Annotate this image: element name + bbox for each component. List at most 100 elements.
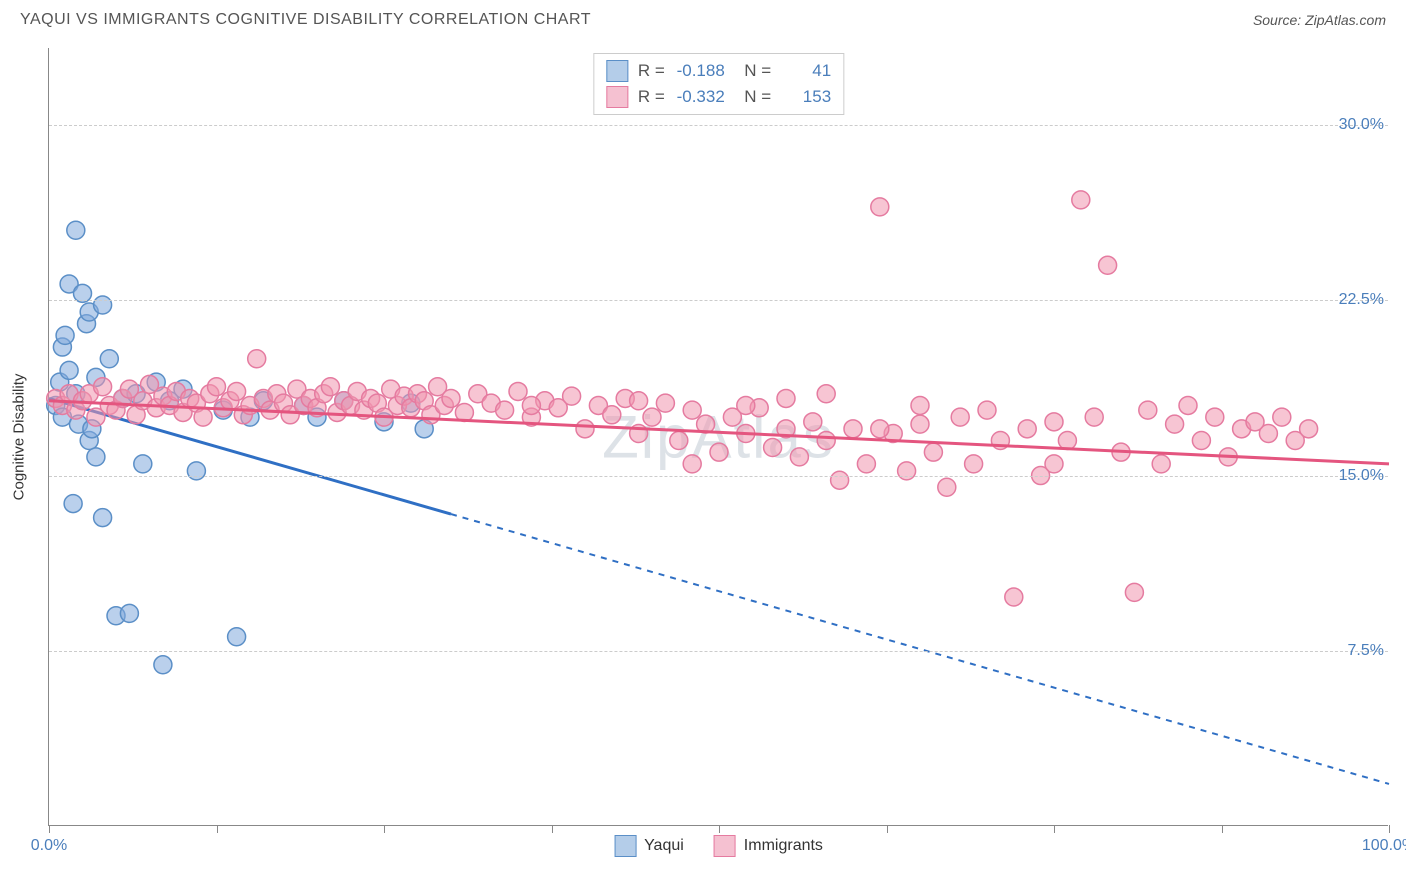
scatter-point [154,656,172,674]
scatter-point [1005,588,1023,606]
scatter-point [228,382,246,400]
x-tick [552,825,553,833]
scatter-point [737,396,755,414]
scatter-point [831,471,849,489]
scatter-point [965,455,983,473]
scatter-point [817,432,835,450]
scatter-point [683,455,701,473]
scatter-point [1300,420,1318,438]
scatter-point [911,415,929,433]
scatter-point [94,296,112,314]
n-value: 41 [781,61,831,81]
scatter-point [208,378,226,396]
r-label: R = [638,61,665,81]
scatter-point [1072,191,1090,209]
scatter-point [1192,432,1210,450]
scatter-point [187,462,205,480]
scatter-point [951,408,969,426]
scatter-point [321,378,339,396]
y-tick-label: 7.5% [1348,642,1390,660]
scatter-point [1125,583,1143,601]
scatter-point [563,387,581,405]
title-bar: YAQUI VS IMMIGRANTS COGNITIVE DISABILITY… [0,0,1406,40]
legend-swatch [606,86,628,108]
chart-svg [49,48,1388,825]
source-label: Source: ZipAtlas.com [1253,12,1386,28]
plot-area: Cognitive Disability ZipAtlas R =-0.188 … [48,48,1388,826]
legend-label: Immigrants [744,837,823,855]
scatter-point [1085,408,1103,426]
x-tick [887,825,888,833]
scatter-point [844,420,862,438]
x-tick [384,825,385,833]
scatter-point [670,432,688,450]
chart-container: YAQUI VS IMMIGRANTS COGNITIVE DISABILITY… [0,0,1406,892]
x-tick-label: 100.0% [1362,837,1406,855]
stats-row: R = -0.188 N = 41 [606,58,831,84]
scatter-point [134,455,152,473]
stats-legend: R = -0.188 N = 41 R = -0.332 N = 153 [593,53,844,115]
scatter-point [603,406,621,424]
stats-row: R = -0.332 N = 153 [606,84,831,110]
x-tick [1054,825,1055,833]
scatter-point [1152,455,1170,473]
scatter-point [898,462,916,480]
scatter-point [94,509,112,527]
x-tick [1389,825,1390,833]
r-value: -0.188 [675,61,725,81]
scatter-point [64,495,82,513]
r-value: -0.332 [675,87,725,107]
y-tick-label: 22.5% [1339,291,1390,309]
scatter-point [777,389,795,407]
scatter-point [228,628,246,646]
grid-line [49,651,1388,652]
trend-line-dashed [451,514,1389,784]
legend-swatch [714,835,736,857]
scatter-point [764,439,782,457]
scatter-point [1058,432,1076,450]
scatter-point [248,350,266,368]
chart-title: YAQUI VS IMMIGRANTS COGNITIVE DISABILITY… [20,11,591,29]
scatter-point [1099,256,1117,274]
scatter-point [938,478,956,496]
scatter-point [643,408,661,426]
x-tick [49,825,50,833]
scatter-point [857,455,875,473]
legend-swatch [614,835,636,857]
scatter-point [871,198,889,216]
scatter-point [442,389,460,407]
n-label: N = [735,87,771,107]
scatter-point [1179,396,1197,414]
x-tick [217,825,218,833]
scatter-point [817,385,835,403]
legend-item: Immigrants [714,835,823,857]
scatter-point [656,394,674,412]
scatter-point [576,420,594,438]
scatter-point [194,408,212,426]
scatter-point [1045,455,1063,473]
n-label: N = [735,61,771,81]
x-tick [1222,825,1223,833]
bottom-legend: Yaqui Immigrants [614,835,823,857]
legend-label: Yaqui [644,837,684,855]
scatter-point [1259,424,1277,442]
scatter-point [67,221,85,239]
scatter-point [911,396,929,414]
scatter-point [790,448,808,466]
scatter-point [1045,413,1063,431]
scatter-point [1166,415,1184,433]
scatter-point [804,413,822,431]
scatter-point [60,361,78,379]
scatter-point [978,401,996,419]
grid-line [49,300,1388,301]
scatter-point [1206,408,1224,426]
grid-line [49,476,1388,477]
y-tick-label: 15.0% [1339,467,1390,485]
scatter-point [87,448,105,466]
legend-item: Yaqui [614,835,684,857]
r-label: R = [638,87,665,107]
scatter-point [522,396,540,414]
scatter-point [496,401,514,419]
n-value: 153 [781,87,831,107]
legend-swatch [606,60,628,82]
